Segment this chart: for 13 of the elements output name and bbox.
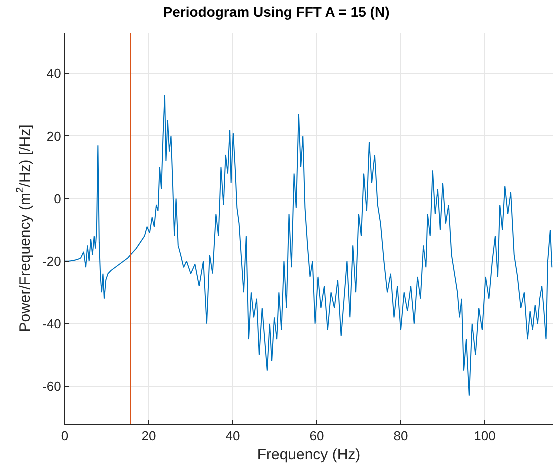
x-axis-title: Frequency (Hz) bbox=[257, 446, 361, 464]
y-tick-label: 40 bbox=[46, 66, 62, 82]
y-tick-label: -20 bbox=[42, 254, 62, 269]
x-tick-label: 20 bbox=[142, 428, 156, 444]
x-tick-label: 80 bbox=[394, 428, 408, 444]
y-tick-label: -40 bbox=[42, 316, 62, 332]
y-tick-label: 20 bbox=[46, 128, 62, 144]
x-tick-label: 100 bbox=[474, 428, 496, 444]
x-tick-label: 40 bbox=[226, 428, 240, 444]
chart-title: Periodogram Using FFT A = 15 (N) bbox=[163, 4, 390, 20]
x-tick-label: 60 bbox=[310, 428, 324, 444]
y-tick-label: -60 bbox=[42, 379, 62, 394]
y-tick-label: 0 bbox=[54, 191, 62, 206]
